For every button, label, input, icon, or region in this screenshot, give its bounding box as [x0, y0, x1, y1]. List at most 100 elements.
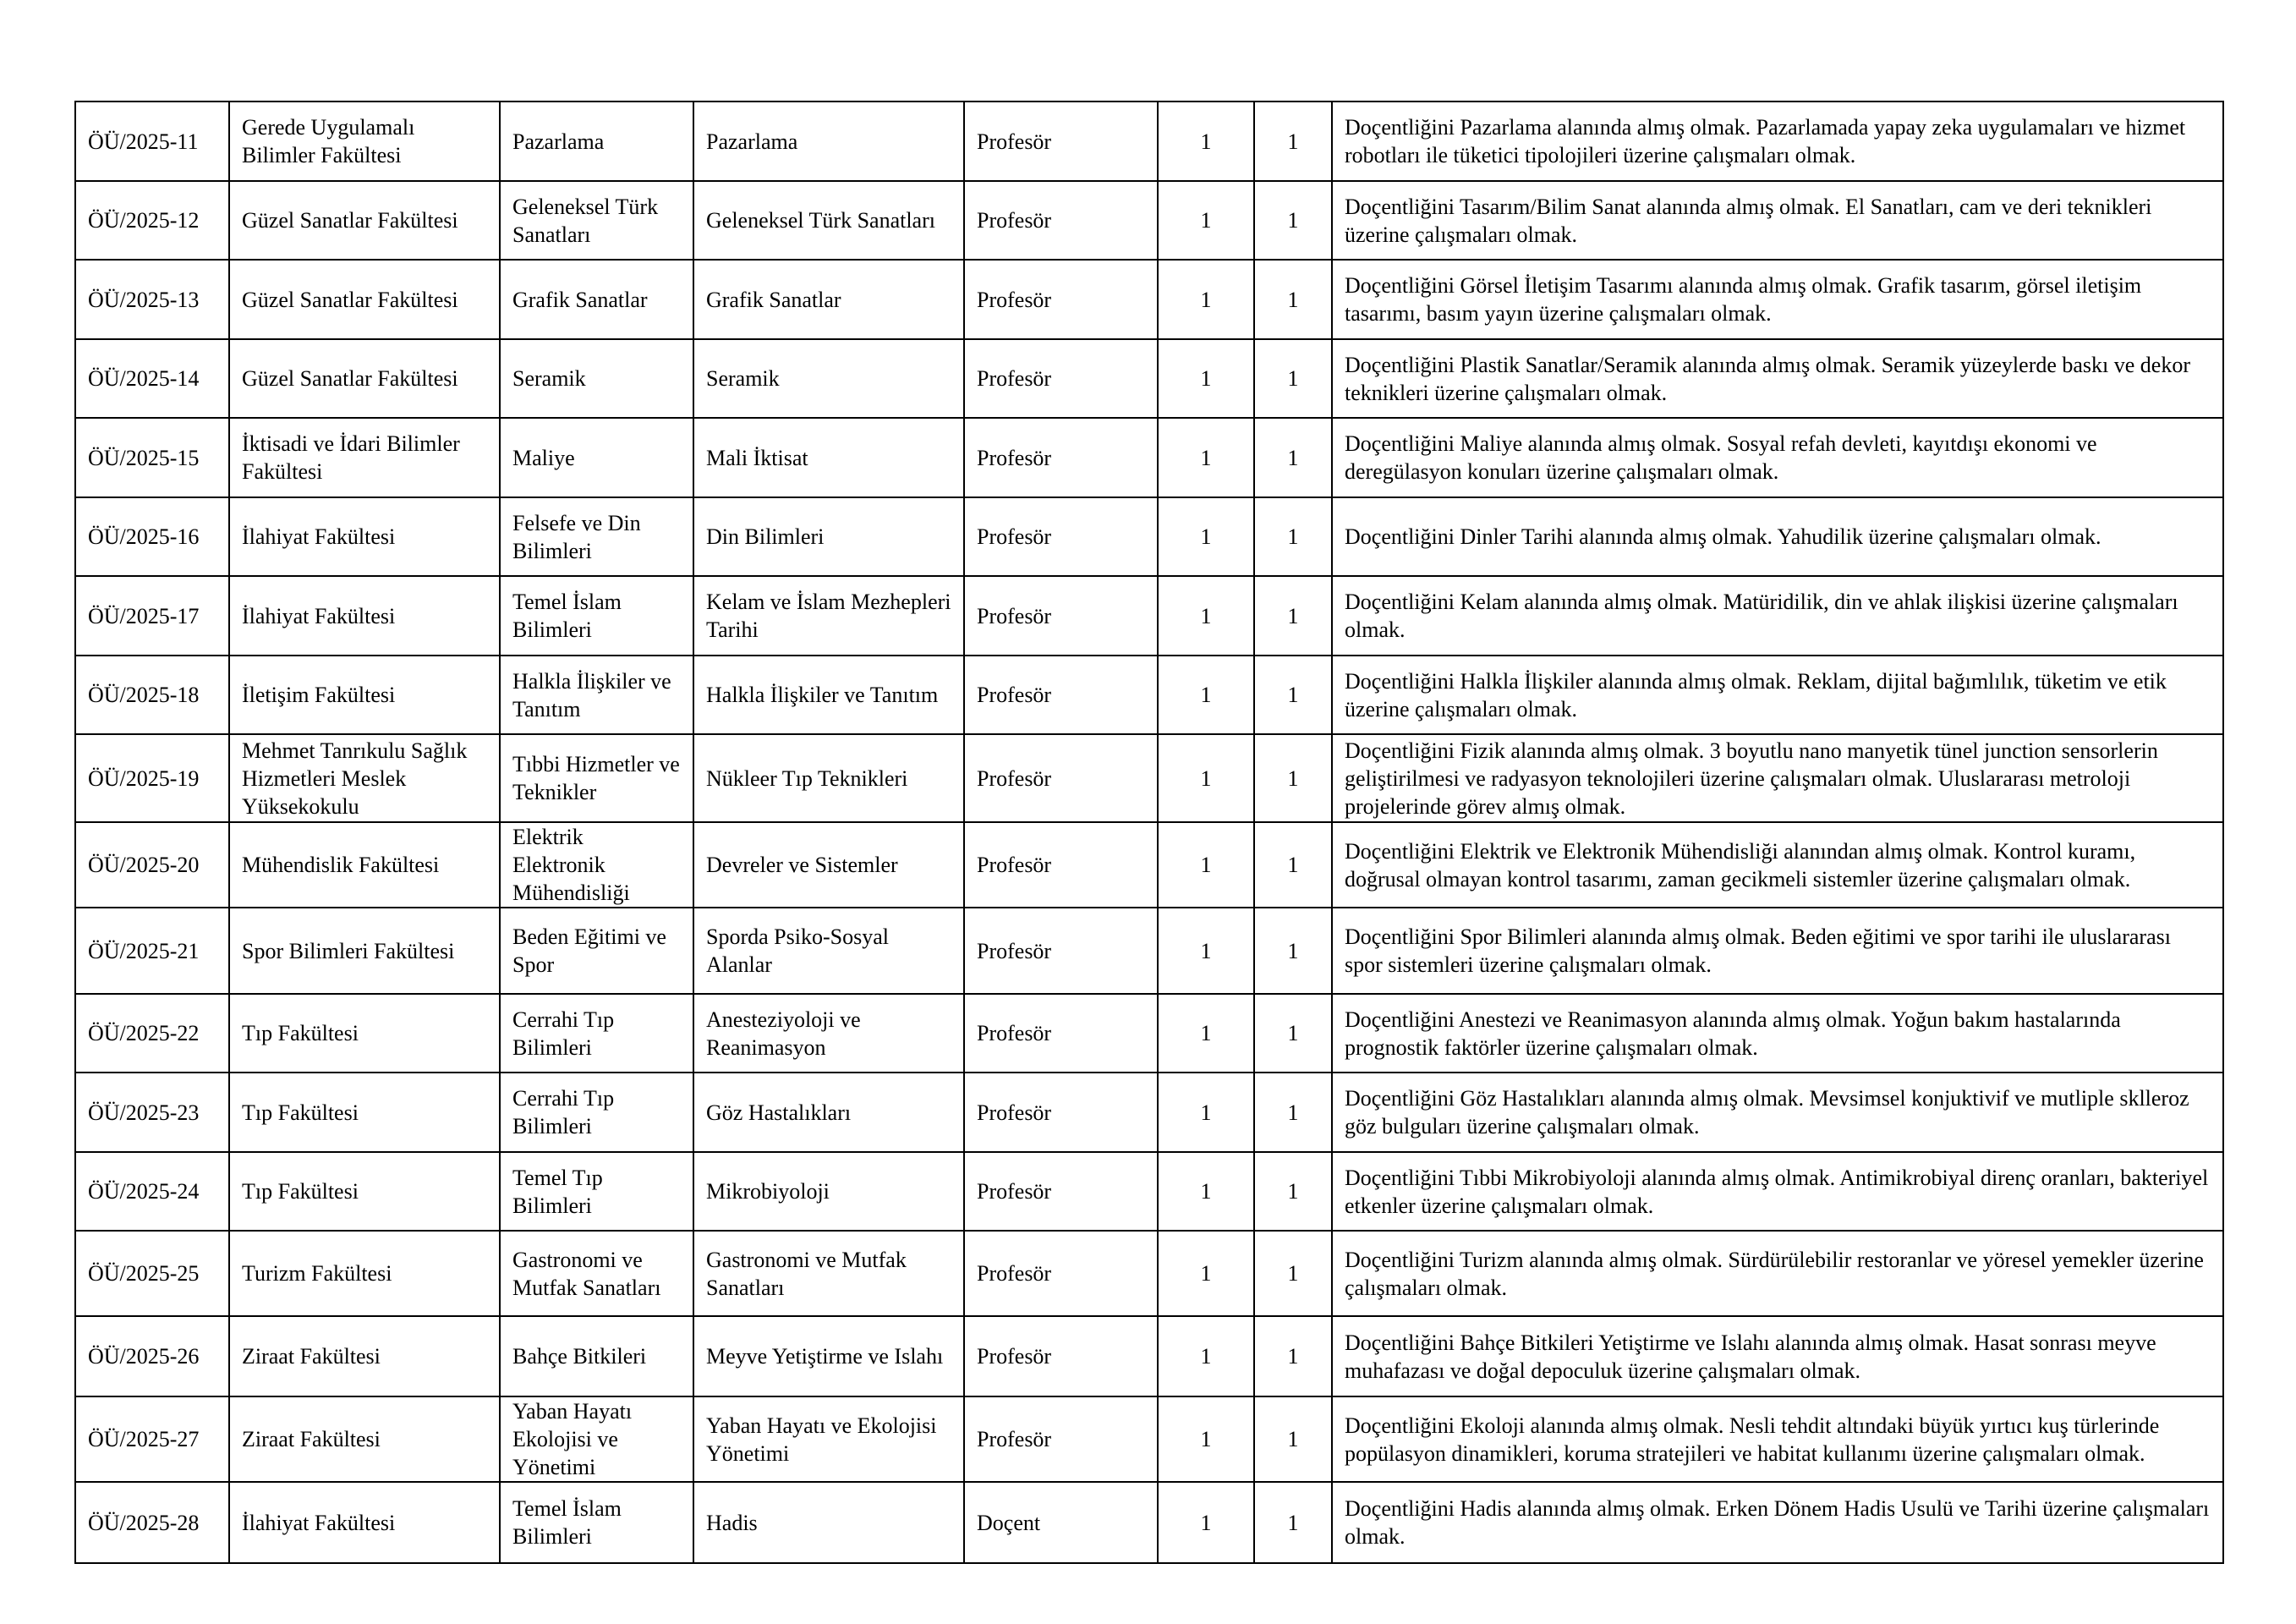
position-code: ÖÜ/2025-28 — [74, 1481, 230, 1564]
position-count: 1 — [1253, 1481, 1333, 1564]
position-code: ÖÜ/2025-12 — [74, 180, 230, 261]
degree-value: 1 — [1157, 497, 1255, 577]
position-count: 1 — [1253, 338, 1333, 419]
table-row: ÖÜ/2025-19 Mehmet Tanrıkulu Sağlık Hizmet… — [74, 733, 2224, 823]
position-code: ÖÜ/2025-22 — [74, 993, 230, 1073]
degree-value: 1 — [1157, 993, 1255, 1073]
requirements-text: Doçentliğini Bahçe Bitkileri Yetiştirme … — [1331, 1315, 2224, 1397]
faculty-name: Mehmet Tanrıkulu Sağlık Hizmetleri Mesle… — [228, 733, 501, 823]
department-name: Temel İslam Bilimleri — [499, 1481, 694, 1564]
faculty-name: Güzel Sanatlar Fakültesi — [228, 259, 501, 340]
academic-title: Doçent — [963, 1481, 1159, 1564]
department-name: Tıbbi Hizmetler ve Teknikler — [499, 733, 694, 823]
position-count: 1 — [1253, 497, 1333, 577]
position-count: 1 — [1253, 1396, 1333, 1483]
department-name: Grafik Sanatlar — [499, 259, 694, 340]
position-code: ÖÜ/2025-24 — [74, 1151, 230, 1232]
degree-value: 1 — [1157, 101, 1255, 182]
table-row: ÖÜ/2025-18 İletişim Fakültesi Halkla İlişk… — [74, 655, 2224, 735]
faculty-name: Tıp Fakültesi — [228, 1151, 501, 1232]
faculty-name: Tıp Fakültesi — [228, 1072, 501, 1153]
academic-title: Profesör — [963, 655, 1159, 735]
degree-value: 1 — [1157, 907, 1255, 995]
table-row: ÖÜ/2025-17 İlahiyat Fakültesi Temel İslam … — [74, 575, 2224, 656]
position-count: 1 — [1253, 101, 1333, 182]
academic-title: Profesör — [963, 180, 1159, 261]
faculty-name: Güzel Sanatlar Fakültesi — [228, 180, 501, 261]
requirements-text: Doçentliğini Elektrik ve Elektronik Mühe… — [1331, 821, 2224, 908]
faculty-name: Güzel Sanatlar Fakültesi — [228, 338, 501, 419]
academic-title: Profesör — [963, 497, 1159, 577]
positions-table: ÖÜ/2025-11 Gerede Uygulamalı Bilimler Fak… — [74, 101, 2224, 1564]
degree-value: 1 — [1157, 1072, 1255, 1153]
table-row: ÖÜ/2025-12 Güzel Sanatlar Fakültesi Gelene… — [74, 180, 2224, 261]
table-row: ÖÜ/2025-28 İlahiyat Fakültesi Temel İslam … — [74, 1481, 2224, 1564]
field-name: Seramik — [693, 338, 965, 419]
position-code: ÖÜ/2025-18 — [74, 655, 230, 735]
department-name: Beden Eğitimi ve Spor — [499, 907, 694, 995]
table-row: ÖÜ/2025-26 Ziraat Fakültesi Bahçe Bitkiler… — [74, 1315, 2224, 1397]
position-code: ÖÜ/2025-21 — [74, 907, 230, 995]
faculty-name: Tıp Fakültesi — [228, 993, 501, 1073]
requirements-text: Doçentliğini Spor Bilimleri alanında alm… — [1331, 907, 2224, 995]
position-code: ÖÜ/2025-19 — [74, 733, 230, 823]
faculty-name: Ziraat Fakültesi — [228, 1396, 501, 1483]
academic-title: Profesör — [963, 1396, 1159, 1483]
academic-title: Profesör — [963, 101, 1159, 182]
position-count: 1 — [1253, 1230, 1333, 1317]
department-name: Maliye — [499, 417, 694, 498]
position-count: 1 — [1253, 1315, 1333, 1397]
table-row: ÖÜ/2025-25 Turizm Fakültesi Gastronomi ve … — [74, 1230, 2224, 1317]
position-count: 1 — [1253, 1072, 1333, 1153]
department-name: Elektrik Elektronik Mühendisliği — [499, 821, 694, 908]
requirements-text: Doçentliğini Maliye alanında almış olmak… — [1331, 417, 2224, 498]
position-count: 1 — [1253, 821, 1333, 908]
position-code: ÖÜ/2025-14 — [74, 338, 230, 419]
department-name: Pazarlama — [499, 101, 694, 182]
requirements-text: Doçentliğini Tıbbi Mikrobiyoloji alanınd… — [1331, 1151, 2224, 1232]
field-name: Sporda Psiko-Sosyal Alanlar — [693, 907, 965, 995]
requirements-text: Doçentliğini Anestezi ve Reanimasyon ala… — [1331, 993, 2224, 1073]
position-count: 1 — [1253, 733, 1333, 823]
degree-value: 1 — [1157, 338, 1255, 419]
field-name: Geleneksel Türk Sanatları — [693, 180, 965, 261]
position-count: 1 — [1253, 1151, 1333, 1232]
requirements-text: Doçentliğini Tasarım/Bilim Sanat alanınd… — [1331, 180, 2224, 261]
faculty-name: İlahiyat Fakültesi — [228, 497, 501, 577]
academic-title: Profesör — [963, 575, 1159, 656]
position-code: ÖÜ/2025-16 — [74, 497, 230, 577]
position-code: ÖÜ/2025-23 — [74, 1072, 230, 1153]
table-row: ÖÜ/2025-24 Tıp Fakültesi Temel Tıp Bilimle… — [74, 1151, 2224, 1232]
field-name: Mali İktisat — [693, 417, 965, 498]
field-name: Hadis — [693, 1481, 965, 1564]
degree-value: 1 — [1157, 1396, 1255, 1483]
requirements-text: Doçentliğini Hadis alanında almış olmak.… — [1331, 1481, 2224, 1564]
field-name: Nükleer Tıp Teknikleri — [693, 733, 965, 823]
table-row: ÖÜ/2025-15 İktisadi ve İdari Bilimler Fak… — [74, 417, 2224, 498]
department-name: Temel Tıp Bilimleri — [499, 1151, 694, 1232]
field-name: Anesteziyoloji ve Reanimasyon — [693, 993, 965, 1073]
table-row: ÖÜ/2025-14 Güzel Sanatlar Fakültesi Serami… — [74, 338, 2224, 419]
degree-value: 1 — [1157, 733, 1255, 823]
degree-value: 1 — [1157, 821, 1255, 908]
faculty-name: İktisadi ve İdari Bilimler Fakültesi — [228, 417, 501, 498]
department-name: Cerrahi Tıp Bilimleri — [499, 993, 694, 1073]
table-row: ÖÜ/2025-13 Güzel Sanatlar Fakültesi Grafik… — [74, 259, 2224, 340]
field-name: Halkla İlişkiler ve Tanıtım — [693, 655, 965, 735]
academic-title: Profesör — [963, 907, 1159, 995]
degree-value: 1 — [1157, 259, 1255, 340]
position-count: 1 — [1253, 417, 1333, 498]
academic-title: Profesör — [963, 993, 1159, 1073]
table-row: ÖÜ/2025-21 Spor Bilimleri Fakültesi Beden … — [74, 907, 2224, 995]
positions-table-body: ÖÜ/2025-11 Gerede Uygulamalı Bilimler Fak… — [74, 101, 2224, 1564]
position-code: ÖÜ/2025-27 — [74, 1396, 230, 1483]
requirements-text: Doçentliğini Göz Hastalıkları alanında a… — [1331, 1072, 2224, 1153]
faculty-name: Turizm Fakültesi — [228, 1230, 501, 1317]
table-row: ÖÜ/2025-20 Mühendislik Fakültesi Elektrik … — [74, 821, 2224, 908]
position-code: ÖÜ/2025-15 — [74, 417, 230, 498]
faculty-name: İlahiyat Fakültesi — [228, 575, 501, 656]
position-code: ÖÜ/2025-26 — [74, 1315, 230, 1397]
position-count: 1 — [1253, 180, 1333, 261]
requirements-text: Doçentliğini Turizm alanında almış olmak… — [1331, 1230, 2224, 1317]
field-name: Meyve Yetiştirme ve Islahı — [693, 1315, 965, 1397]
